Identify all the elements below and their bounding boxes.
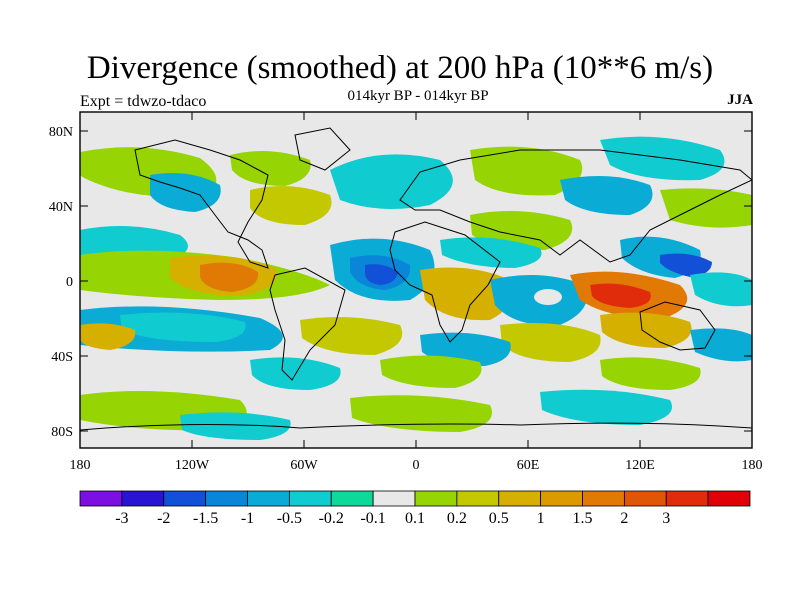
colorbar-swatch xyxy=(79,490,123,507)
lon-tick-label: 120E xyxy=(625,458,655,473)
divergence-field xyxy=(80,112,752,448)
lat-tick-label: 0 xyxy=(66,275,73,290)
field-blob xyxy=(420,267,513,321)
colorbar-swatch xyxy=(247,490,290,507)
latitude-axis: 80N 40N 0 40S 80S xyxy=(49,125,752,440)
colorbar-label: -1.5 xyxy=(193,510,218,527)
colorbar-label: 1 xyxy=(537,510,545,527)
colorbar-label: 0.1 xyxy=(405,510,425,527)
field-blob xyxy=(250,186,332,225)
colorbar-swatch xyxy=(163,490,207,507)
field-blob xyxy=(180,412,291,440)
field-blob xyxy=(230,151,311,186)
field-blob xyxy=(660,188,752,228)
field-blob xyxy=(540,389,672,425)
field-blob xyxy=(330,154,453,209)
field-blob xyxy=(150,172,221,212)
colorbar-label: -3 xyxy=(115,510,128,527)
field-blob xyxy=(80,323,136,350)
field-blob xyxy=(380,355,482,388)
africa-coast xyxy=(389,221,501,343)
lon-tick-label: 120W xyxy=(175,458,210,473)
colorbar-label: -0.1 xyxy=(360,510,385,527)
field-blob xyxy=(365,264,398,285)
colorbar-label: 2 xyxy=(620,510,628,527)
eurasia-coast xyxy=(399,149,752,263)
field-blob xyxy=(350,395,492,432)
longitude-axis: 180 120W 60W 0 60E 120E 180 xyxy=(70,112,763,473)
colorbar-swatch xyxy=(372,490,416,507)
colorbar-label: -1 xyxy=(241,510,254,527)
chart-title: Divergence (smoothed) at 200 hPa (10**6 … xyxy=(86,50,714,86)
colorbar: -3 -2 -1.5 -1 -0.5 -0.2 -0.1 0.1 0.2 0.5 1 1.5 2 3 xyxy=(79,490,751,527)
coastlines xyxy=(80,127,752,431)
field-blob xyxy=(690,272,752,307)
field-blob xyxy=(590,283,651,308)
colorbar-swatch xyxy=(288,490,332,507)
colorbar-swatch xyxy=(623,490,667,507)
field-blob xyxy=(300,316,403,355)
antarctica-coast xyxy=(80,422,752,431)
north-america-coast xyxy=(134,139,269,269)
colorbar-swatch xyxy=(540,490,583,507)
field-blob xyxy=(200,262,259,292)
field-blob xyxy=(440,237,542,268)
colorbar-label: -0.2 xyxy=(319,510,344,527)
field-blob xyxy=(560,176,653,215)
field-blob xyxy=(534,289,562,305)
field-blob xyxy=(600,357,701,390)
colorbar-label: -2 xyxy=(157,510,170,527)
lon-tick-label: 180 xyxy=(742,458,763,473)
field-blob xyxy=(690,328,752,362)
lat-tick-label: 40N xyxy=(49,200,73,215)
lat-tick-label: 80N xyxy=(49,125,73,140)
australia-coast xyxy=(639,301,716,351)
colorbar-swatch xyxy=(498,490,542,507)
field-blob xyxy=(600,312,692,348)
colorbar-label: 0.2 xyxy=(447,510,467,527)
colorbar-swatch xyxy=(205,490,248,507)
lat-tick-label: 40S xyxy=(51,350,73,365)
lat-tick-label: 80S xyxy=(51,425,73,440)
field-blob xyxy=(470,146,583,196)
season-label: JJA xyxy=(727,92,753,108)
lon-tick-label: 60W xyxy=(290,458,318,473)
colorbar-label: 1.5 xyxy=(573,510,593,527)
field-blob xyxy=(660,253,712,277)
period-label: 014kyr BP - 014kyr BP xyxy=(347,88,489,104)
lon-tick-label: 60E xyxy=(517,458,540,473)
colorbar-label: 0.5 xyxy=(489,510,509,527)
colorbar-swatch xyxy=(707,490,751,507)
experiment-label: Expt = tdwzo-tdaco xyxy=(80,93,207,110)
colorbar-swatch xyxy=(582,490,625,507)
lon-tick-label: 180 xyxy=(70,458,91,473)
lon-tick-label: 0 xyxy=(413,458,420,473)
colorbar-label: 3 xyxy=(662,510,670,527)
colorbar-swatch xyxy=(121,490,165,507)
colorbar-swatch xyxy=(456,490,500,507)
colorbar-swatch xyxy=(414,490,458,507)
field-blob xyxy=(600,136,725,181)
colorbar-swatch xyxy=(330,490,374,507)
colorbar-swatch xyxy=(665,490,709,507)
colorbar-label: -0.5 xyxy=(277,510,302,527)
field-blob xyxy=(120,312,246,342)
greenland-coast xyxy=(294,127,351,171)
south-america-coast xyxy=(269,267,346,381)
field-blob xyxy=(500,322,601,362)
